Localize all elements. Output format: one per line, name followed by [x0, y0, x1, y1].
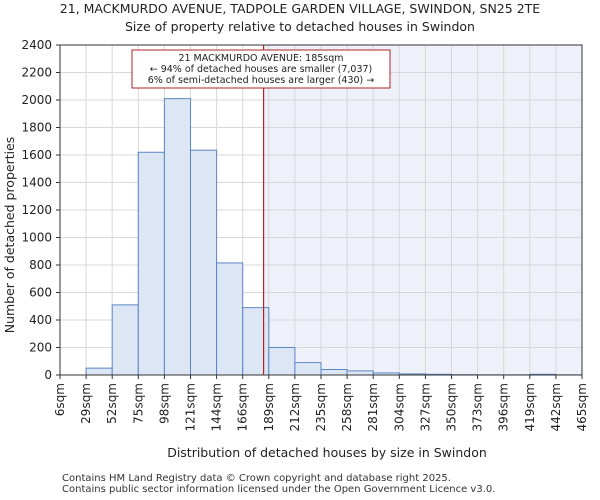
chart-title: 21, MACKMURDO AVENUE, TADPOLE GARDEN VIL…	[59, 1, 541, 16]
x-tick-label: 281sqm	[366, 383, 380, 431]
chart-subtitle: Size of property relative to detached ho…	[125, 19, 475, 34]
x-tick-label: 419sqm	[523, 383, 537, 431]
x-tick-label: 235sqm	[314, 383, 328, 431]
footer-licence: Contains public sector information licen…	[62, 484, 496, 495]
x-tick-label: 396sqm	[497, 383, 511, 431]
x-axis-label: Distribution of detached houses by size …	[167, 445, 487, 460]
y-tick-label: 1000	[21, 231, 52, 245]
x-tick-label: 258sqm	[340, 383, 354, 431]
x-tick-label: 373sqm	[471, 383, 485, 431]
histogram-bar	[294, 362, 322, 376]
x-tick-label: 98sqm	[157, 383, 171, 424]
histogram-bar	[85, 367, 113, 376]
x-tick-label: 189sqm	[262, 383, 276, 431]
annotation-line: 6% of semi-detached houses are larger (4…	[148, 75, 375, 86]
annotation-line: ← 94% of detached houses are smaller (7,…	[150, 64, 373, 75]
histogram-bar	[320, 369, 348, 376]
x-tick-label: 350sqm	[445, 383, 459, 431]
x-tick-label: 465sqm	[575, 383, 589, 431]
y-tick-label: 600	[29, 286, 52, 300]
y-axis-label: Number of detached properties	[2, 137, 17, 334]
x-tick-label: 75sqm	[131, 383, 145, 424]
x-tick-label: 327sqm	[418, 383, 432, 431]
y-tick-label: 0	[44, 368, 52, 382]
x-tick-label: 304sqm	[392, 383, 406, 431]
histogram-bar	[163, 98, 191, 376]
y-tick-label: 2200	[21, 66, 52, 80]
y-tick-label: 1600	[21, 148, 52, 162]
x-tick-label: 29sqm	[79, 383, 93, 424]
x-tick-label: 144sqm	[210, 383, 224, 431]
x-tick-label: 212sqm	[288, 383, 302, 431]
x-tick-label: 6sqm	[53, 383, 67, 416]
histogram-bar	[137, 151, 165, 376]
y-tick-label: 400	[29, 313, 52, 327]
x-tick-label: 121sqm	[184, 383, 198, 431]
y-tick-label: 800	[29, 258, 52, 272]
x-tick-label: 52sqm	[105, 383, 119, 424]
y-tick-label: 200	[29, 341, 52, 355]
annotation-line: 21 MACKMURDO AVENUE: 185sqm	[178, 53, 343, 64]
y-tick-label: 1200	[21, 203, 52, 217]
x-tick-label: 166sqm	[236, 383, 250, 431]
annotation-box	[131, 49, 391, 89]
histogram-bar	[190, 149, 218, 376]
histogram-bar	[268, 347, 296, 376]
histogram-bar	[216, 262, 244, 376]
histogram-bar	[242, 307, 270, 376]
y-tick-label: 2400	[21, 38, 52, 52]
histogram-bar	[111, 304, 139, 376]
footer-copyright: Contains HM Land Registry data © Crown c…	[62, 473, 451, 484]
histogram-bar	[346, 370, 374, 376]
y-tick-label: 1800	[21, 121, 52, 135]
y-tick-label: 1400	[21, 176, 52, 190]
x-tick-label: 442sqm	[549, 383, 563, 431]
y-tick-label: 2000	[21, 93, 52, 107]
